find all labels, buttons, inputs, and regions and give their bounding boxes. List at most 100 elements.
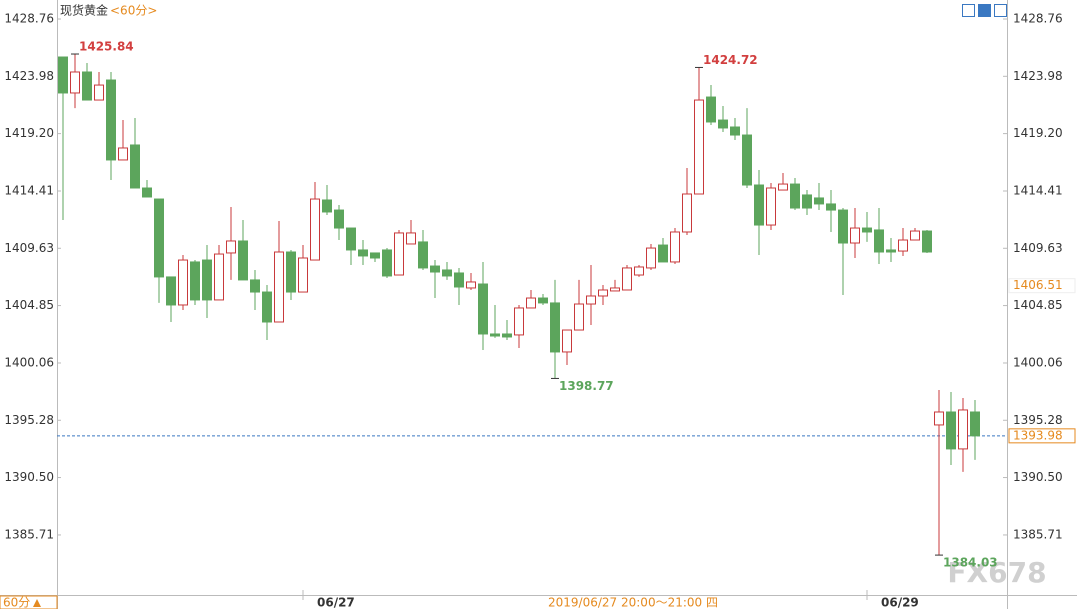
annotation-label: 1398.77 <box>559 379 614 393</box>
candle-body <box>106 79 116 161</box>
annotation-label: 1384.03 <box>943 556 998 570</box>
candle-body <box>802 194 812 209</box>
candle-body <box>94 84 104 101</box>
candle-body <box>70 71 80 94</box>
y-tick-label-right: 1428.76 <box>1013 12 1063 26</box>
candle-body <box>514 307 524 336</box>
candle-body <box>922 230 932 253</box>
candle-body <box>718 119 728 129</box>
candle-body <box>862 227 872 233</box>
candle-body <box>154 198 164 278</box>
y-tick-label: 1385.71 <box>4 527 54 541</box>
candle-body <box>694 99 704 195</box>
candle-body <box>202 259 212 301</box>
candle-body <box>610 287 620 292</box>
toolbar-button[interactable] <box>978 4 991 17</box>
candle-body <box>406 232 416 245</box>
y-tick-label-right: 1395.28 <box>1013 413 1063 427</box>
y-tick-label-right: 1400.06 <box>1013 355 1063 369</box>
y-tick-label-right: 1404.85 <box>1013 298 1063 312</box>
crosshair-label: 2019/06/27 20:00～21:00 四 <box>548 596 718 609</box>
y-tick-label: 1395.28 <box>4 413 54 427</box>
candle-body <box>346 227 356 251</box>
y-tick-label: 1400.06 <box>4 355 54 369</box>
candle-body <box>502 333 512 338</box>
current-price-label: 1393.98 <box>1013 428 1063 442</box>
candle-body <box>466 281 476 289</box>
candle-body <box>538 297 548 304</box>
candle-body <box>778 183 788 191</box>
x-tick-label: 06/29 <box>881 596 919 609</box>
candle-body <box>370 252 380 259</box>
candle-body <box>454 272 464 288</box>
candle-body <box>478 283 488 335</box>
candle-body <box>562 329 572 353</box>
candle-body <box>442 269 452 277</box>
candle-body <box>658 244 668 263</box>
candle-body <box>490 333 500 337</box>
candle-body <box>322 199 332 213</box>
candle-body <box>226 240 236 254</box>
candle-body <box>586 295 596 305</box>
y-tick-label-right: 1423.98 <box>1013 69 1063 83</box>
candle-body <box>874 229 884 253</box>
candle-body <box>262 291 272 323</box>
candle-body <box>970 411 980 437</box>
candle-body <box>898 239 908 252</box>
period-button[interactable] <box>0 595 58 609</box>
toolbar[interactable] <box>962 4 1007 17</box>
candle-body <box>118 147 128 161</box>
candle-body <box>598 289 608 297</box>
candle-body <box>634 266 644 276</box>
candle-body <box>850 227 860 244</box>
period-button-arrow[interactable] <box>33 599 41 607</box>
y-tick-label: 1423.98 <box>4 69 54 83</box>
candle-body <box>310 198 320 261</box>
candle-body <box>730 126 740 136</box>
candle-body <box>418 241 428 269</box>
candle-body <box>886 249 896 253</box>
candle-body <box>670 231 680 263</box>
candle-body <box>286 251 296 293</box>
current-price-box <box>1008 428 1076 444</box>
candle-body <box>214 253 224 301</box>
candle-body <box>790 183 800 209</box>
candle-body <box>742 134 752 186</box>
y-tick-label-right: 1390.50 <box>1013 470 1063 484</box>
candle-body <box>706 96 716 123</box>
candle-body <box>250 279 260 293</box>
candle-body <box>766 187 776 226</box>
candle-body <box>958 409 968 450</box>
y-tick-label: 1390.50 <box>4 470 54 484</box>
x-tick-label: 06/27 <box>317 596 355 609</box>
toolbar-button[interactable] <box>962 4 975 17</box>
y-tick-label-right: 1409.63 <box>1013 241 1063 255</box>
candle-body <box>334 209 344 229</box>
candle-body <box>298 257 308 293</box>
candle-body <box>238 240 248 281</box>
candle-body <box>646 247 656 269</box>
candle-body <box>190 261 200 301</box>
reference-price-label: 1406.51 <box>1013 278 1063 292</box>
period-button-label[interactable]: 60分 <box>3 596 30 609</box>
candle-body <box>430 265 440 273</box>
candle-body <box>178 259 188 306</box>
candle-body <box>574 303 584 331</box>
y-tick-label-right: 1419.20 <box>1013 126 1063 140</box>
candle-body <box>166 276 176 306</box>
candle-body <box>838 209 848 244</box>
reference-price-box <box>1008 278 1076 294</box>
candle-body <box>934 411 944 426</box>
candle-body <box>382 249 392 277</box>
y-tick-label: 1409.63 <box>4 241 54 255</box>
candle-body <box>358 249 368 257</box>
annotation-label: 1425.84 <box>79 40 134 54</box>
candle-body <box>814 197 824 205</box>
candle-body <box>130 144 140 189</box>
y-tick-label-right: 1414.41 <box>1013 184 1063 198</box>
period-label: <60分> <box>110 4 157 18</box>
candle-body <box>550 302 560 353</box>
toolbar-button[interactable] <box>994 4 1007 17</box>
